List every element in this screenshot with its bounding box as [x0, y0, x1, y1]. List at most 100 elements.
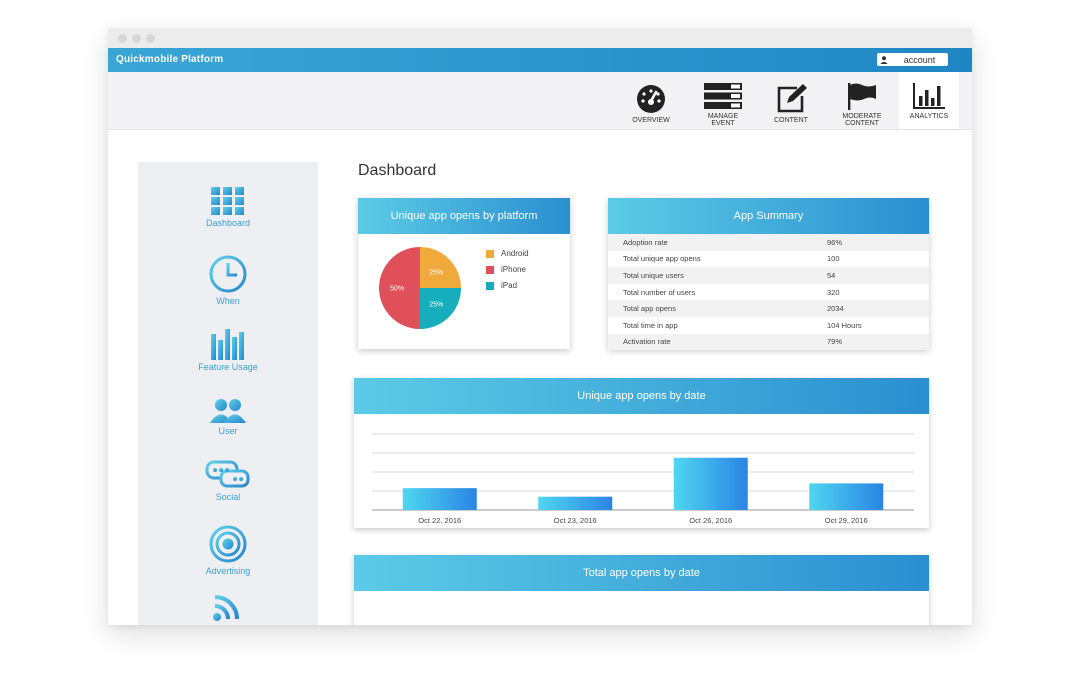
- total-opens-card-title: Total app opens by date: [354, 555, 929, 591]
- x-tick-label: Oct 29, 2016: [825, 516, 868, 525]
- x-tick-label: Oct 22, 2016: [418, 516, 461, 525]
- pie-slice-iphone: [379, 247, 420, 329]
- bar: [809, 483, 884, 510]
- platform-pie-card: Unique app opens by platform 25% 25% 50% A…: [358, 198, 570, 349]
- summary-row-label: Total number of users: [623, 287, 696, 297]
- summary-row-value: 320: [827, 287, 840, 297]
- page-title: Dashboard: [358, 162, 437, 179]
- legend-iphone-label: iPhone: [501, 265, 526, 274]
- clock-icon: [138, 254, 318, 294]
- sidebar-item-advertising-label: Advertising: [205, 566, 251, 576]
- legend-android-label: Android: [501, 249, 529, 258]
- account-label: account: [903, 54, 936, 65]
- app-summary-title: App Summary: [608, 198, 929, 234]
- nav-analytics[interactable]: ANALYTICS: [899, 72, 959, 129]
- bar: [402, 488, 477, 510]
- sidebar-item-advertising[interactable]: Advertising: [138, 524, 318, 576]
- nav-overview-label: OVERVIEW: [632, 117, 670, 124]
- summary-row: Adoption rate 96%: [608, 234, 929, 251]
- nav-overview[interactable]: OVERVIEW: [621, 72, 681, 129]
- summary-row-label: Activation rate: [608, 333, 827, 351]
- rss-icon: [138, 594, 318, 622]
- list-icon: [693, 82, 753, 110]
- users-icon: [138, 398, 318, 424]
- sidebar-item-social-label: Social: [215, 492, 241, 502]
- nav-moderate-content-label: MODERATE CONTENT: [842, 113, 882, 127]
- summary-row-value: 96%: [827, 234, 929, 251]
- summary-row: Total unique users 54: [608, 267, 929, 284]
- nav-manage-event-label: MANAGE EVENT: [707, 113, 739, 127]
- app-summary-table: Adoption rate 96% Total unique app opens 10…: [608, 234, 929, 351]
- sidebar-item-feeds[interactable]: [138, 594, 318, 624]
- legend-android: Android: [486, 249, 529, 258]
- pie-slice-label: 25%: [429, 269, 443, 276]
- app-summary-card: App Summary Adoption rate 96% Total unique…: [608, 198, 929, 351]
- pie-slice-label: 50%: [390, 286, 404, 293]
- sidebar: Dashboard When Featur: [138, 162, 318, 625]
- summary-row-label: Adoption rate: [608, 234, 827, 251]
- flag-icon: [832, 82, 892, 110]
- summary-row-value: 100: [827, 254, 840, 264]
- pie-slice-ipad: [420, 288, 461, 329]
- platform-pie-chart: 25% 25% 50%: [379, 247, 461, 329]
- maximize-window-button[interactable]: [146, 34, 155, 43]
- sidebar-item-feature-usage-label: Feature Usage: [198, 362, 258, 372]
- window-titlebar: [108, 28, 972, 48]
- close-window-button[interactable]: [118, 34, 127, 43]
- summary-row-value: 2034: [827, 300, 929, 317]
- legend-android-swatch: [486, 249, 494, 258]
- top-nav: OVERVIEW MANAGE EVENT: [108, 72, 972, 130]
- x-tick-label: Oct 23, 2016: [554, 516, 597, 525]
- summary-row-value: 54: [827, 267, 929, 284]
- nav-content[interactable]: CONTENT: [761, 72, 821, 129]
- summary-row-value: 104 Hours: [827, 320, 862, 330]
- summary-row: Total app opens 2034: [608, 300, 929, 317]
- account-button[interactable]: account: [877, 53, 948, 66]
- summary-row-label: Total time in app: [623, 320, 678, 330]
- sidebar-item-when[interactable]: When: [138, 254, 318, 306]
- legend-iphone-swatch: [486, 265, 494, 274]
- summary-row-label: Total app opens: [608, 300, 827, 317]
- sidebar-item-social[interactable]: Social: [138, 460, 318, 502]
- nav-moderate-content[interactable]: MODERATE CONTENT: [832, 72, 892, 129]
- summary-row-value: 79%: [827, 333, 929, 351]
- summary-row-label: Total unique users: [608, 267, 827, 284]
- bar-chart-icon: [899, 82, 959, 110]
- date-bar-card: Unique app opens by date Oct 22, 2016 Oct…: [354, 378, 929, 528]
- legend-ipad-label: iPad: [501, 281, 518, 290]
- sidebar-item-feature-usage[interactable]: Feature Usage: [138, 328, 318, 372]
- pie-slice-label: 25%: [429, 302, 443, 309]
- bars-icon: [138, 328, 318, 360]
- app-title: Quickmobile Platform: [116, 54, 224, 65]
- pie-slice-android: [420, 247, 461, 288]
- summary-row: Total time in app 104 Hours: [608, 317, 929, 334]
- sidebar-item-user[interactable]: User: [138, 398, 318, 436]
- speedometer-icon: [621, 82, 681, 114]
- grid-icon: [138, 186, 318, 216]
- chat-icon: [138, 460, 318, 490]
- sidebar-item-when-label: When: [216, 296, 240, 306]
- sidebar-item-dashboard-label: Dashboard: [205, 218, 251, 228]
- legend-ipad-swatch: [486, 281, 494, 290]
- summary-row: Total unique app opens 100: [608, 251, 929, 268]
- bar: [673, 457, 748, 510]
- date-bar-card-title: Unique app opens by date: [354, 378, 929, 414]
- user-icon: [877, 55, 891, 64]
- nav-analytics-label: ANALYTICS: [909, 113, 949, 120]
- nav-manage-event[interactable]: MANAGE EVENT: [693, 72, 753, 129]
- target-icon: [138, 524, 318, 564]
- sidebar-item-user-label: User: [218, 426, 238, 436]
- nav-content-label: CONTENT: [774, 117, 808, 124]
- legend-ipad: iPad: [486, 281, 517, 290]
- total-opens-card: Total app opens by date: [354, 555, 929, 625]
- sidebar-item-dashboard[interactable]: Dashboard: [138, 186, 318, 228]
- summary-row: Activation rate 79%: [608, 333, 929, 351]
- summary-row-label: Total unique app opens: [623, 254, 701, 264]
- date-bar-chart: Oct 22, 2016 Oct 23, 2016 Oct 26, 2016 Oct …: [372, 433, 914, 525]
- summary-row: Total number of users 320: [608, 284, 929, 301]
- brand-bar: Quickmobile Platform account: [108, 48, 972, 72]
- edit-icon: [761, 82, 821, 114]
- bar: [538, 496, 613, 510]
- minimize-window-button[interactable]: [132, 34, 141, 43]
- platform-pie-card-title: Unique app opens by platform: [358, 198, 570, 234]
